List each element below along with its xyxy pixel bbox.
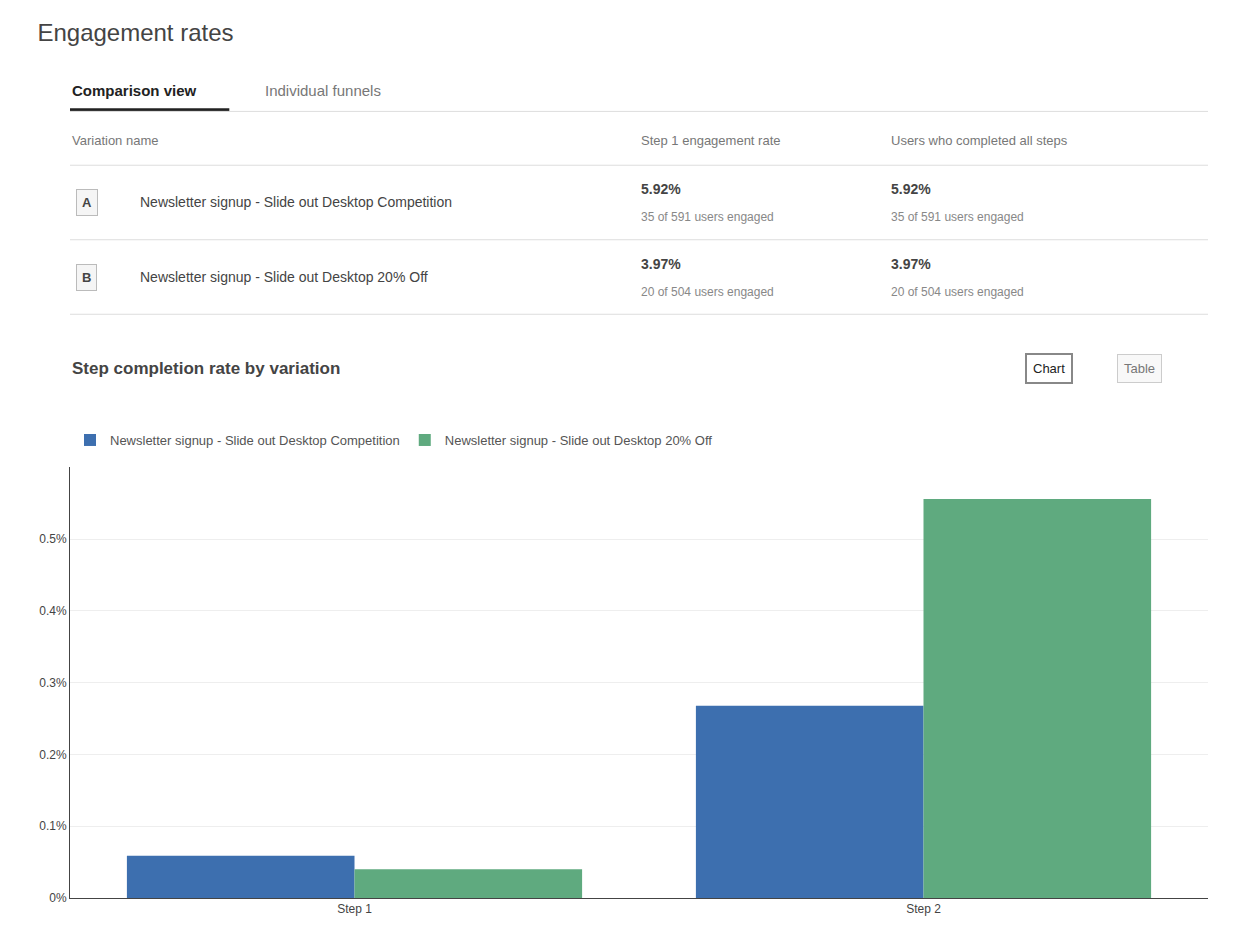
svg-text:0%: 0%: [49, 891, 67, 905]
svg-text:Users who completed all steps: Users who completed all steps: [891, 133, 1068, 148]
svg-text:Step 2: Step 2: [906, 902, 941, 916]
svg-text:Chart: Chart: [1033, 361, 1065, 376]
svg-text:0.4%: 0.4%: [39, 604, 67, 618]
svg-text:35 of 591 users engaged: 35 of 591 users engaged: [891, 210, 1024, 224]
svg-text:Newsletter signup - Slide out: Newsletter signup - Slide out Desktop Co…: [140, 194, 452, 210]
svg-text:Newsletter signup - Slide out: Newsletter signup - Slide out Desktop Co…: [110, 433, 400, 448]
svg-text:35 of 591 users engaged: 35 of 591 users engaged: [641, 210, 774, 224]
svg-text:Individual funnels: Individual funnels: [265, 82, 381, 99]
svg-text:Engagement rates: Engagement rates: [37, 19, 233, 46]
svg-text:20 of 504 users engaged: 20 of 504 users engaged: [891, 285, 1024, 299]
svg-text:Step completion rate by variat: Step completion rate by variation: [72, 359, 340, 378]
svg-text:0.3%: 0.3%: [39, 676, 67, 690]
svg-text:Table: Table: [1124, 361, 1155, 376]
svg-text:A: A: [82, 195, 92, 210]
svg-text:3.97%: 3.97%: [641, 256, 681, 272]
svg-text:0.5%: 0.5%: [39, 532, 67, 546]
svg-text:Step 1 engagement rate: Step 1 engagement rate: [641, 133, 781, 148]
svg-text:5.92%: 5.92%: [641, 181, 681, 197]
svg-text:5.92%: 5.92%: [891, 181, 931, 197]
svg-text:0.1%: 0.1%: [39, 819, 67, 833]
svg-text:20 of 504 users engaged: 20 of 504 users engaged: [641, 285, 774, 299]
svg-text:3.97%: 3.97%: [891, 256, 931, 272]
svg-text:Newsletter signup - Slide out: Newsletter signup - Slide out Desktop 20…: [140, 269, 428, 285]
svg-text:Step 1: Step 1: [337, 902, 372, 916]
svg-text:Comparison view: Comparison view: [72, 82, 197, 99]
svg-text:B: B: [82, 270, 91, 285]
svg-text:0.2%: 0.2%: [39, 748, 67, 762]
svg-text:Variation name: Variation name: [72, 133, 158, 148]
svg-text:Newsletter signup - Slide out: Newsletter signup - Slide out Desktop 20…: [445, 433, 713, 448]
